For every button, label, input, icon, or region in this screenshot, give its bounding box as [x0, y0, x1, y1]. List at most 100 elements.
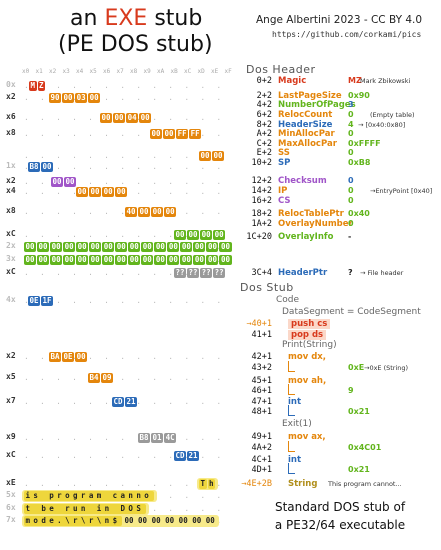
dos-field-offset: 1A+2 — [251, 219, 272, 229]
hex-byte: 09 — [101, 373, 114, 383]
hex-byte: CD — [112, 397, 125, 407]
stub-line-offset: →4E+2B — [241, 479, 272, 489]
dos-field-offset: 16+2 — [251, 196, 272, 206]
hex-column-header: x7 — [116, 68, 124, 75]
dos-field-offset: 10+2 — [251, 158, 272, 168]
hex-byte: 00 — [199, 151, 212, 161]
hex-column-header: x0 — [22, 68, 30, 75]
title-exe: EXE — [104, 6, 148, 31]
stub-operand-bracket — [288, 405, 295, 416]
stub-operand-bracket — [288, 441, 295, 452]
stub-instruction: pop ds — [288, 330, 327, 340]
hex-byte: 00 — [213, 230, 226, 240]
hex-byte: 00 — [174, 230, 187, 240]
dos-field-offset: 1C+20 — [246, 232, 272, 242]
hex-row-label: 5x — [6, 490, 16, 499]
hex-byte: 00 — [89, 255, 102, 265]
dos-field-offset: A+2 — [256, 129, 272, 139]
hex-byte: 00 — [193, 242, 206, 252]
hex-byte: 00 — [167, 242, 180, 252]
dos-field-name: RelocCount — [278, 110, 333, 120]
dos-stub-lines: →40+1 push cs 41+1 pop ds 42+1 mov dx, 43+2 0xE… — [230, 0, 441, 550]
hex-byte: 00 — [150, 129, 163, 139]
hex-byte: 00 — [141, 255, 154, 265]
hex-byte: 00 — [115, 242, 128, 252]
hex-byte: 00 — [41, 162, 54, 172]
hex-row-label: x2 — [6, 351, 16, 360]
hex-row-label: xE — [6, 478, 16, 487]
dos-field-name: LastPageSize — [278, 91, 342, 101]
dos-field-value: 3 — [348, 100, 354, 109]
dos-field-offset: 6+2 — [256, 110, 272, 120]
stub-line-offset: 41+1 — [251, 330, 272, 340]
hex-row-label: x2 — [6, 176, 16, 185]
hex-byte: 21 — [125, 397, 138, 407]
hex-row-dots: . . . . . . . . . . . . . . . . . — [24, 433, 224, 442]
hex-column-header: x1 — [35, 68, 43, 75]
hex-row-dots: . . . . . . . . . . . . . . . . . — [24, 177, 224, 186]
ds-label: DataSegment = CodeSegment — [282, 307, 421, 317]
hex-byte-group: 0E 1F — [26, 295, 56, 307]
hex-byte-group: mode.\r\r\n$ 00 00 00 00 00 00 00 — [22, 515, 220, 527]
stub-operand-bracket — [288, 463, 295, 474]
hex-column-header: x6 — [103, 68, 111, 75]
hex-column-header: xE — [211, 68, 219, 75]
stub-line-offset: 4C+1 — [251, 455, 272, 465]
hex-byte: 00 — [138, 207, 151, 217]
stub-line-offset: 4D+1 — [251, 465, 272, 475]
hex-byte: ?? — [200, 268, 213, 278]
hex-byte: 00 — [24, 255, 37, 265]
dos-field-offset: 2+2 — [256, 91, 272, 101]
hex-string-bytes: mode.\r\r\n$ — [24, 516, 122, 526]
hex-byte: Z — [37, 81, 46, 91]
hex-byte: ?? — [174, 268, 187, 278]
hex-byte: 00 — [167, 255, 180, 265]
hex-byte-group: 00 00 FF FF — [148, 128, 204, 140]
dos-field-value: 0 — [348, 196, 354, 205]
hex-byte-group: B8 01 4C — [136, 432, 179, 444]
hex-byte: 00 — [100, 113, 113, 123]
dos-field-value: 0 — [348, 176, 354, 185]
hex-byte: M — [29, 81, 37, 91]
hex-byte: 00 — [212, 151, 225, 161]
dos-field-name: HeaderPtr — [278, 268, 328, 278]
dos-field-value: 0 — [348, 186, 354, 195]
hex-byte: 1F — [41, 296, 54, 306]
hex-column-header: xB — [170, 68, 178, 75]
dos-field-name: Magic — [278, 76, 307, 86]
hex-byte-group: 00 00 04 00 — [98, 112, 154, 124]
hex-row-label: x6 — [6, 112, 16, 121]
stub-instruction: mov dx, — [288, 352, 326, 362]
hex-column-header: x5 — [89, 68, 97, 75]
source-url[interactable]: https://github.com/corkami/pics — [272, 30, 422, 39]
hex-string-bytes: is program canno — [24, 491, 154, 501]
hex-row-dots: . . . . . . . . . . . . . . . . . — [24, 81, 224, 90]
hex-byte: B4 — [88, 373, 101, 383]
dos-field-offset: 8+2 — [256, 120, 272, 130]
dos-field-value: 0xFFFF — [348, 139, 381, 148]
dos-field-name: Checksum — [278, 176, 327, 186]
hex-column-header: xA — [157, 68, 165, 75]
hex-row-label: x4 — [6, 186, 16, 195]
hex-row-label: xC — [6, 450, 16, 459]
hex-byte: 00 — [154, 255, 167, 265]
dos-field-value: 0 — [348, 219, 354, 228]
hex-byte: 00 — [180, 255, 193, 265]
stub-operand-bracket — [288, 361, 295, 372]
hex-byte-group: 00 00 00 00 — [172, 229, 228, 241]
hex-byte-group: 00 00 00 00 — [74, 186, 130, 198]
stub-instruction: push cs — [288, 319, 331, 329]
dos-field-name: HeaderSize — [278, 120, 333, 130]
stub-value: 0x21 — [348, 407, 370, 416]
hex-row-dots: . . . . . . . . . . . . . . . . . — [24, 207, 224, 216]
hex-byte: 00 — [102, 242, 115, 252]
dos-field-offset: 12+2 — [251, 176, 272, 186]
hex-column-header: x4 — [76, 68, 84, 75]
dos-field-comment: → File header — [360, 269, 404, 277]
hex-row-dots: . . . . . . . . . . . . . . . . . — [24, 296, 224, 305]
dos-field-value: 0xB8 — [348, 158, 371, 167]
title-line-1: an EXE stub — [70, 6, 202, 31]
dos-field-value: ? — [348, 268, 353, 277]
hex-row-label: xC — [6, 229, 16, 238]
